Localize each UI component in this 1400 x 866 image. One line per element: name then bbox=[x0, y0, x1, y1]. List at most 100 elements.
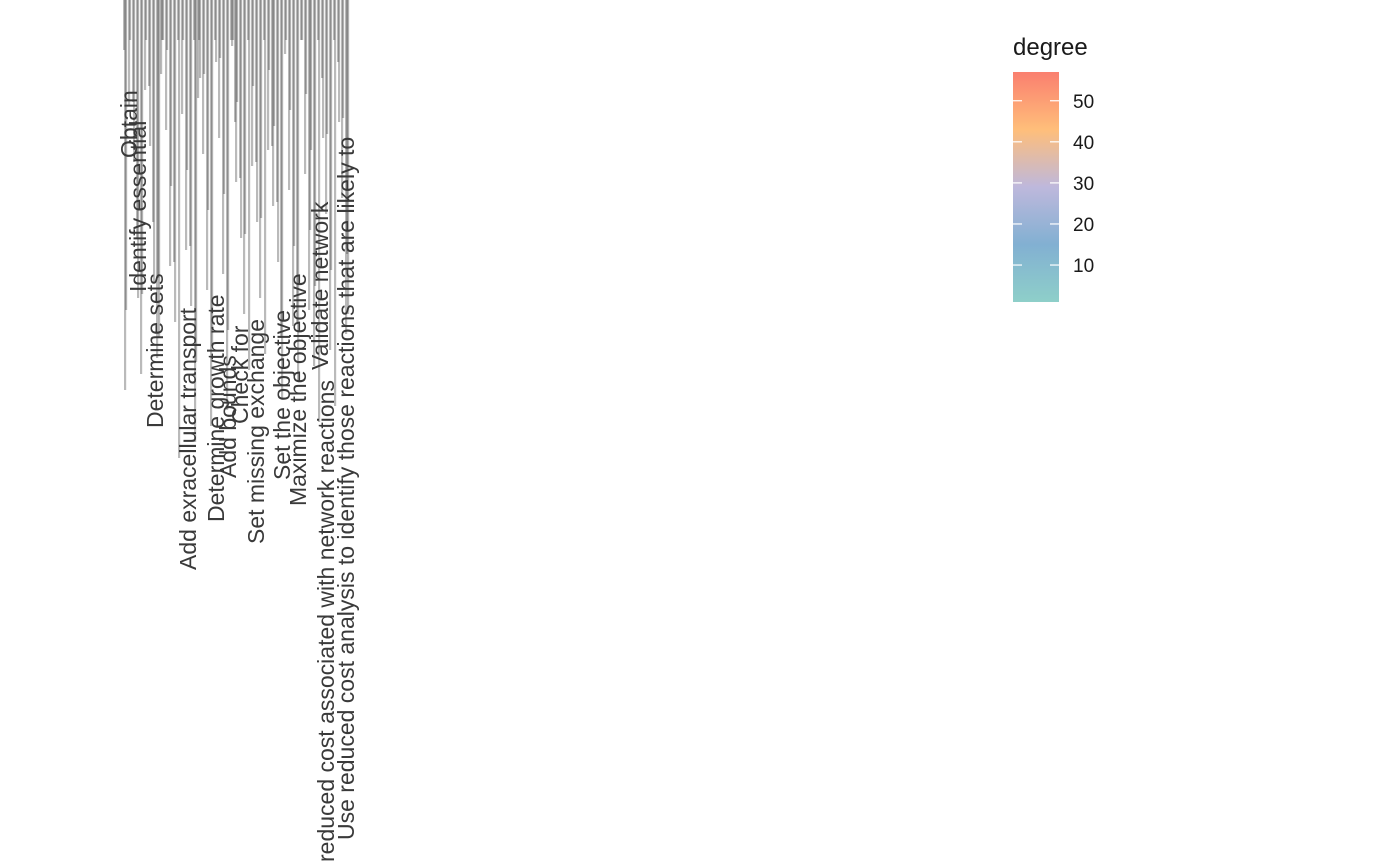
label-overprint bbox=[174, 0, 177, 322]
label-overprint bbox=[272, 0, 275, 206]
label-overprint bbox=[292, 0, 295, 326]
label-overprint bbox=[244, 0, 247, 234]
node-label: Set the objective bbox=[269, 310, 295, 480]
label-overprint bbox=[314, 0, 317, 286]
overlapping-label-mass bbox=[123, 0, 350, 458]
label-overprint bbox=[259, 0, 262, 298]
label-overprint bbox=[197, 0, 200, 98]
label-overprint bbox=[267, 0, 270, 150]
node-label: Check for bbox=[227, 325, 253, 424]
node-label: Add exracellular transport bbox=[175, 307, 201, 570]
label-overprint bbox=[285, 0, 288, 40]
label-overprint bbox=[235, 0, 238, 182]
label-overprint bbox=[206, 0, 209, 290]
label-overprint bbox=[177, 0, 180, 40]
label-overprint bbox=[309, 0, 312, 230]
label-overprint bbox=[149, 0, 152, 146]
label-overprint bbox=[296, 0, 299, 322]
label-overprint bbox=[136, 0, 139, 238]
label-overprint bbox=[337, 0, 340, 62]
label-overprint bbox=[125, 0, 128, 310]
label-overprint bbox=[305, 0, 308, 94]
label-overprint bbox=[277, 0, 280, 262]
legend-tick-label: 40 bbox=[1073, 133, 1094, 154]
label-overprint bbox=[317, 0, 320, 40]
label-overprint bbox=[341, 0, 344, 198]
node-label: Maximize the objective bbox=[285, 273, 311, 506]
label-overprint bbox=[170, 0, 173, 186]
legend-tick-label: 10 bbox=[1073, 256, 1094, 277]
label-overprint bbox=[152, 0, 155, 222]
label-overprint bbox=[137, 0, 140, 298]
legend-colorbar bbox=[1013, 72, 1059, 302]
label-overprint bbox=[271, 0, 274, 146]
label-overprint bbox=[161, 0, 164, 40]
label-overprint bbox=[144, 0, 147, 90]
label-overprint bbox=[198, 0, 201, 40]
label-overprint bbox=[255, 0, 258, 162]
label-overprint bbox=[329, 0, 332, 350]
label-overprint bbox=[133, 0, 136, 162]
label-overprint bbox=[203, 0, 206, 74]
label-overprint bbox=[239, 0, 242, 178]
label-overprint bbox=[284, 0, 287, 54]
label-overprint bbox=[173, 0, 176, 262]
node-label: Set missing exchange bbox=[243, 319, 269, 544]
label-overprint bbox=[247, 0, 250, 40]
label-overprint bbox=[156, 0, 159, 358]
label-overprint bbox=[330, 0, 333, 270]
label-overprint bbox=[326, 0, 329, 134]
label-overprint bbox=[153, 0, 156, 282]
label-overprint bbox=[347, 0, 350, 314]
node-label: Use reduced cost analysis to identify th… bbox=[333, 137, 359, 840]
label-overprint bbox=[263, 0, 266, 40]
label-overprint bbox=[345, 0, 348, 334]
node-label: Add bounds bbox=[215, 355, 241, 478]
label-overprint bbox=[338, 0, 341, 122]
label-overprint bbox=[169, 0, 172, 266]
label-overprint bbox=[128, 0, 131, 106]
label-overprint bbox=[231, 0, 234, 46]
label-overprint bbox=[195, 0, 198, 362]
label-overprint bbox=[346, 0, 349, 254]
label-overprint bbox=[232, 0, 235, 40]
legend-tick-label: 20 bbox=[1073, 215, 1094, 236]
label-overprint bbox=[297, 0, 300, 382]
label-overprint bbox=[236, 0, 239, 102]
label-overprint bbox=[132, 0, 135, 102]
label-overprint bbox=[199, 0, 202, 78]
label-overprint bbox=[129, 0, 132, 40]
label-overprint bbox=[321, 0, 324, 78]
label-overprint bbox=[251, 0, 254, 166]
label-overprint bbox=[218, 0, 221, 138]
node-label: Identify essential bbox=[125, 121, 151, 292]
node-label: Determine growth rate bbox=[203, 294, 229, 522]
label-overprint bbox=[166, 0, 169, 50]
label-overprint bbox=[211, 0, 214, 346]
label-overprint bbox=[226, 0, 229, 410]
label-overprint bbox=[182, 0, 185, 40]
legend-ticks: 10 20 30 40 50 bbox=[1013, 92, 1094, 277]
label-overprint bbox=[301, 0, 304, 40]
label-overprint bbox=[162, 0, 165, 40]
label-overprint bbox=[310, 0, 313, 150]
label-overprint bbox=[273, 0, 276, 126]
node-label: Validate network bbox=[307, 201, 333, 370]
label-overprint bbox=[124, 0, 127, 390]
label-overprint bbox=[207, 0, 210, 210]
degree-legend: degree 10 20 30 40 50 bbox=[1013, 34, 1094, 302]
node-label: Obtain bbox=[116, 90, 142, 158]
label-overprint bbox=[230, 0, 233, 40]
label-overprint bbox=[227, 0, 230, 330]
label-overprint bbox=[289, 0, 292, 110]
label-overprint bbox=[260, 0, 263, 218]
label-overprint bbox=[342, 0, 345, 118]
label-overprint bbox=[219, 0, 222, 58]
label-overprint bbox=[308, 0, 311, 310]
label-overprint bbox=[322, 0, 325, 138]
node-label: Determine sets bbox=[142, 273, 168, 428]
label-overprint bbox=[288, 0, 291, 190]
label-overprint bbox=[181, 0, 184, 114]
label-overprint bbox=[193, 0, 196, 40]
